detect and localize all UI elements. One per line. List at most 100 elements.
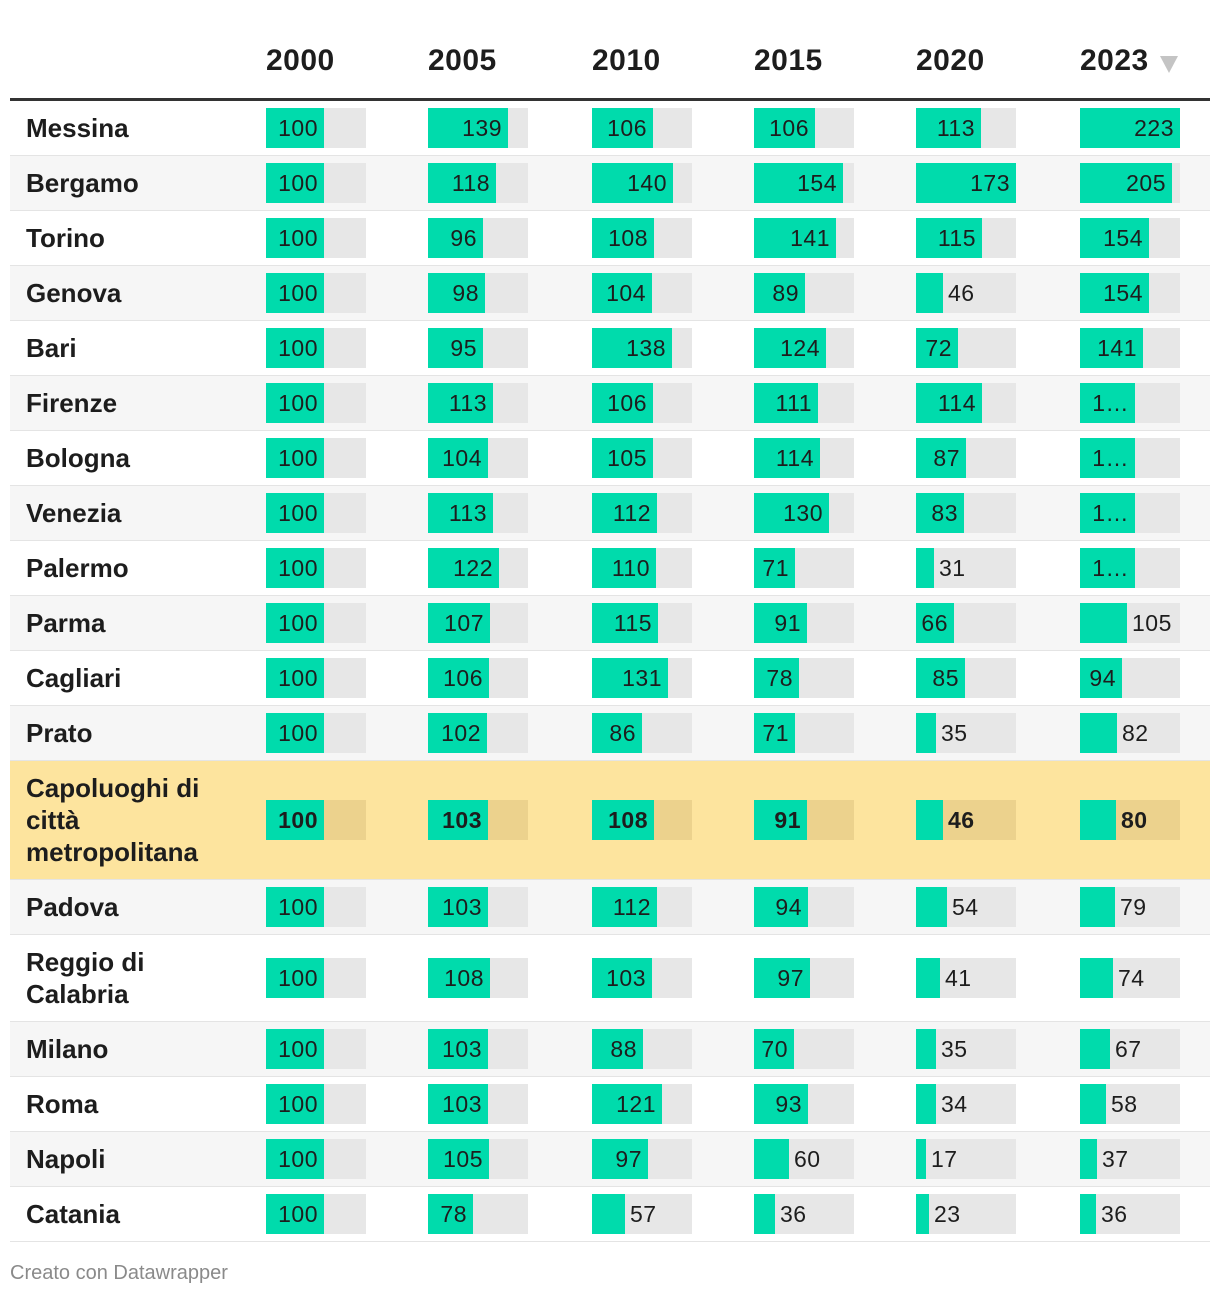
bar-cell: 94 xyxy=(754,887,854,927)
row-label: Messina xyxy=(26,113,129,143)
bar-mark xyxy=(592,273,652,313)
bar-mark xyxy=(266,328,324,368)
bar-cell: 70 xyxy=(754,1029,854,1069)
bar-value-label: 124 xyxy=(780,335,820,361)
bar-cell: 91 xyxy=(754,603,854,643)
bar-cell: 100 xyxy=(266,218,366,258)
bar-cell: 100 xyxy=(266,438,366,478)
bar-mark xyxy=(428,163,496,203)
bar-cell: 205 xyxy=(1080,163,1180,203)
bar-mark xyxy=(266,493,324,533)
bar-value-label: 154 xyxy=(1103,280,1143,306)
table-row: Napoli 100 105 97 60 17 37 xyxy=(10,1132,1210,1187)
bar-value-label: 103 xyxy=(442,894,482,920)
bar-cell: 95 xyxy=(428,328,528,368)
bar-cell: 35 xyxy=(916,1029,1016,1069)
bar-cell: 108 xyxy=(592,800,692,840)
row-label: Bari xyxy=(26,333,77,363)
bar-mark xyxy=(1080,1029,1110,1069)
bar-value-label: 71 xyxy=(762,720,789,746)
bar-mark xyxy=(754,958,810,998)
bar-value-label: 100 xyxy=(278,1146,318,1172)
column-header-2000[interactable]: 2000 xyxy=(266,44,335,77)
bar-value-label: 36 xyxy=(1101,1201,1128,1227)
bar-mark xyxy=(1080,1084,1106,1124)
bar-mark xyxy=(1080,548,1135,588)
bar-mark xyxy=(266,1139,324,1179)
bar-value-label: 100 xyxy=(278,610,318,636)
column-header-2023[interactable]: 2023 xyxy=(1080,44,1149,77)
bar-mark xyxy=(916,887,947,927)
bar-value-label: 100 xyxy=(278,1036,318,1062)
column-header-2020[interactable]: 2020 xyxy=(916,44,985,77)
bar-cell: 102 xyxy=(428,713,528,753)
bar-cell: 66 xyxy=(916,603,1016,643)
bar-cell: 106 xyxy=(592,383,692,423)
column-header-2010[interactable]: 2010 xyxy=(592,44,661,77)
bar-value-label: 71 xyxy=(762,555,789,581)
table-body: Messina 100 139 106 106 113 223 Bergamo 100 118 14… xyxy=(10,101,1210,1242)
bar-cell: 94 xyxy=(1080,658,1180,698)
bar-value-label: 112 xyxy=(612,894,651,920)
bar-value-label: 108 xyxy=(608,807,648,833)
table-row: Padova 100 103 112 94 54 79 xyxy=(10,880,1210,935)
bar-mark xyxy=(1080,800,1116,840)
bar-mark xyxy=(428,438,488,478)
bar-mark xyxy=(916,218,982,258)
bar-cell: 36 xyxy=(1080,1194,1180,1234)
bar-value-label: 36 xyxy=(780,1201,807,1227)
bar-cell: 78 xyxy=(754,658,854,698)
bar-value-label: 100 xyxy=(278,225,318,251)
footer-credit[interactable]: Creato con Datawrapper xyxy=(10,1262,228,1284)
bar-value-label: 41 xyxy=(945,965,972,991)
bar-value-label: 85 xyxy=(932,665,959,691)
bar-cell: 85 xyxy=(916,658,1016,698)
bar-value-label: 113 xyxy=(936,115,975,141)
bar-value-label: 115 xyxy=(613,610,652,636)
bar-value-label: 96 xyxy=(450,225,477,251)
table-row: Bologna 100 104 105 114 87 1… xyxy=(10,431,1210,486)
bar-mark xyxy=(916,1029,936,1069)
bar-cell: 131 xyxy=(592,658,692,698)
column-header-2005[interactable]: 2005 xyxy=(428,44,497,77)
bar-mark xyxy=(266,383,324,423)
row-label: Roma xyxy=(26,1089,99,1119)
bar-cell: 93 xyxy=(754,1084,854,1124)
bar-mark xyxy=(266,1194,324,1234)
bar-mark xyxy=(428,1194,473,1234)
bar-cell: 100 xyxy=(266,1194,366,1234)
bar-mark xyxy=(1080,603,1127,643)
bar-mark xyxy=(916,1139,926,1179)
bar-value-label: 112 xyxy=(612,500,651,526)
bar-mark xyxy=(754,548,795,588)
bar-mark xyxy=(428,1084,488,1124)
bar-mark xyxy=(916,383,982,423)
bar-mark xyxy=(266,1084,324,1124)
bar-mark xyxy=(754,108,815,148)
bar-mark xyxy=(754,493,829,533)
bar-cell: 173 xyxy=(916,163,1016,203)
bar-value-label: 106 xyxy=(607,115,647,141)
bar-mark xyxy=(592,887,657,927)
column-header-2015[interactable]: 2015 xyxy=(754,44,823,77)
row-label: Napoli xyxy=(26,1144,106,1174)
bar-mark xyxy=(1080,958,1113,998)
bar-mark xyxy=(428,108,508,148)
bar-value-label: 100 xyxy=(278,720,318,746)
bar-mark xyxy=(916,438,966,478)
row-label: Parma xyxy=(26,608,106,638)
bar-value-label: 100 xyxy=(278,555,318,581)
bar-value-label: 106 xyxy=(443,665,483,691)
bar-mark xyxy=(916,603,954,643)
sort-descending-icon[interactable] xyxy=(1160,56,1178,73)
bar-mark xyxy=(916,273,943,313)
bar-value-label: 100 xyxy=(278,665,318,691)
bar-cell: 106 xyxy=(754,108,854,148)
bar-cell: 111 xyxy=(754,383,854,423)
table-row: Bari 100 95 138 124 72 141 xyxy=(10,321,1210,376)
bar-cell: 60 xyxy=(754,1139,854,1179)
bar-value-label: 103 xyxy=(442,807,482,833)
bar-value-label: 79 xyxy=(1120,894,1147,920)
bar-mark xyxy=(592,328,672,368)
bar-cell: 112 xyxy=(592,493,692,533)
